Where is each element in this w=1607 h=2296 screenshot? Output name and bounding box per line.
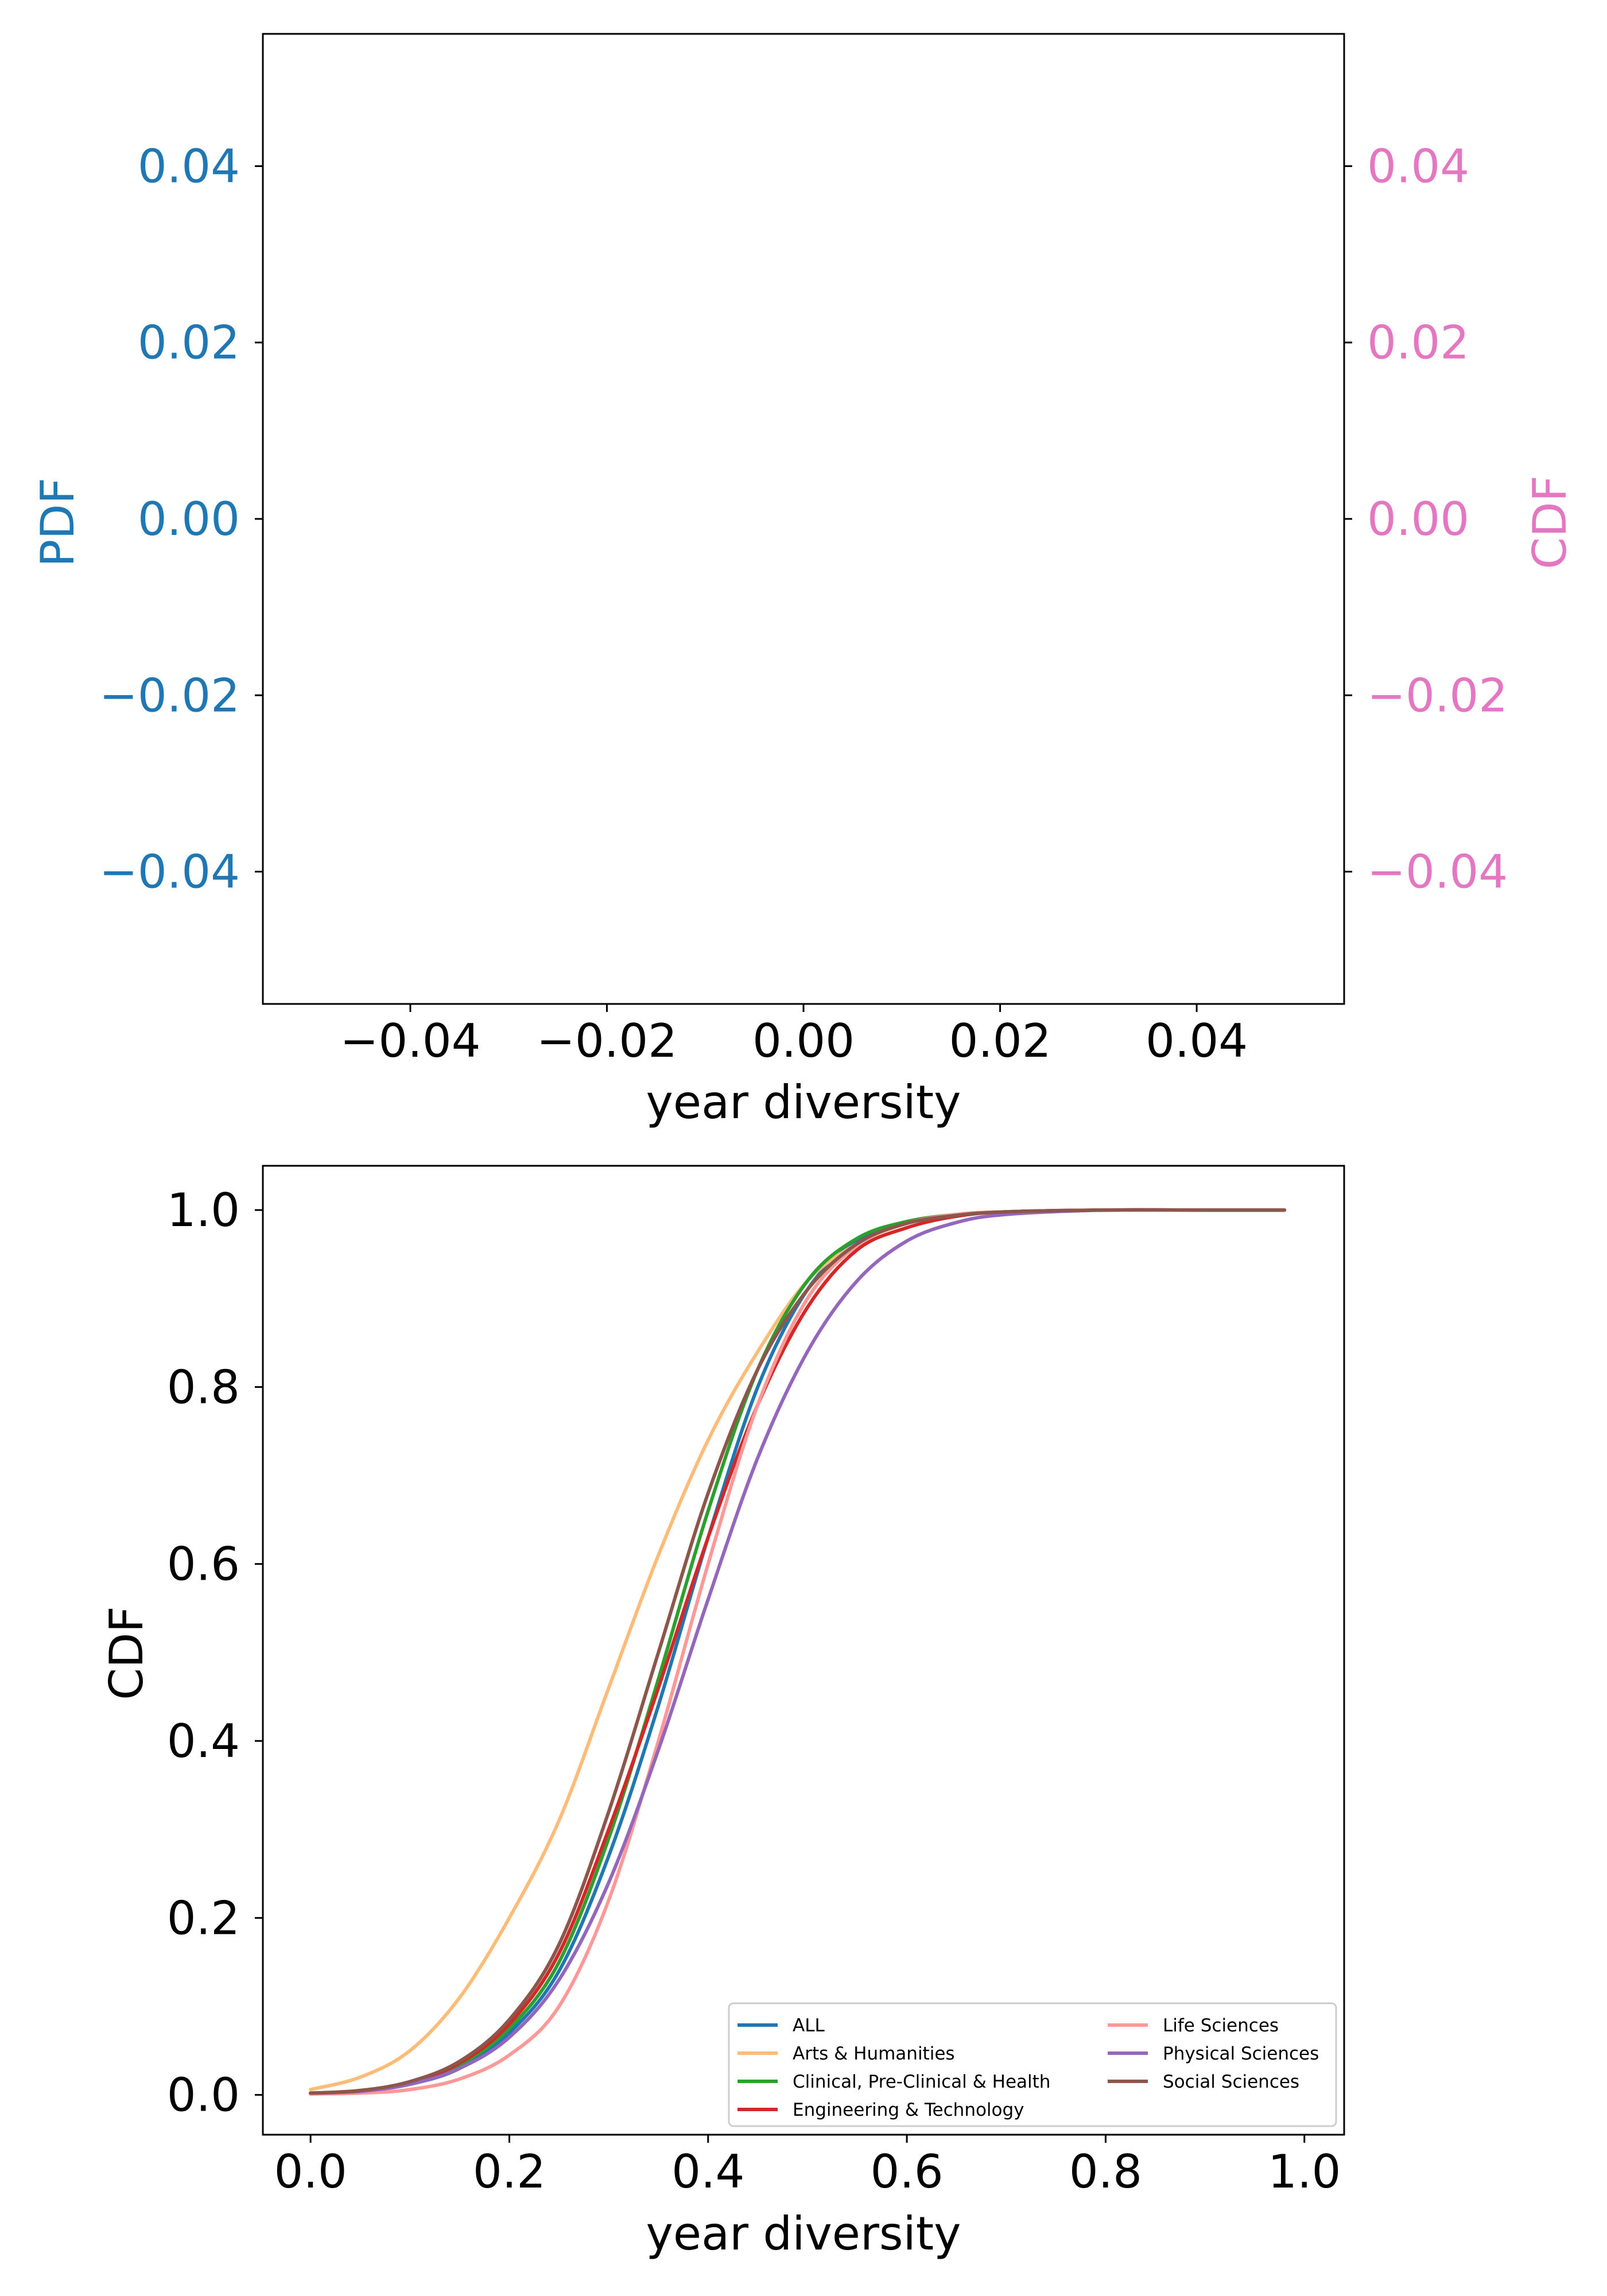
- top-y-right-tick-label-1: 0.02: [1367, 316, 1469, 370]
- top-x-tick-label-4: 0.04: [1146, 1014, 1248, 1068]
- top-y-axis-label-right: CDF: [1523, 475, 1577, 569]
- top-x-axis-label: year diversity: [646, 1076, 961, 1129]
- legend: ALL Arts & Humanities Clinical, Pre-Clinic…: [728, 2002, 1337, 2127]
- bottom-y-tick-label-4: 0.8: [167, 1360, 240, 1414]
- top-y-right-tick-label-2: 0.00: [1367, 492, 1469, 546]
- top-y-right-tick-label-0: 0.04: [1367, 139, 1469, 193]
- bottom-x-tick-label-5: 1.0: [1268, 2145, 1341, 2198]
- legend-frame: [728, 2002, 1337, 2127]
- series-line-5: [309, 1208, 1287, 2095]
- bottom-x-ticks: 0.0 0.2 0.4 0.6 0.8 1.0: [274, 2135, 1341, 2198]
- legend-label-6: Social Sciences: [1163, 2072, 1299, 2092]
- bottom-y-ticks: 0.0 0.2 0.4 0.6 0.8 1.0: [167, 1184, 263, 2122]
- top-x-tick-label-3: 0.02: [949, 1014, 1051, 1068]
- top-y-ticks-left: 0.04 0.02 0.00 −0.02 −0.04: [99, 139, 263, 899]
- legend-label-5: Physical Sciences: [1163, 2043, 1319, 2064]
- bottom-y-tick-label-3: 0.6: [167, 1538, 240, 1591]
- top-y-right-tick-label-3: −0.02: [1367, 669, 1508, 722]
- bottom-x-tick-label-4: 0.8: [1069, 2145, 1142, 2198]
- top-x-ticks: −0.04 −0.02 0.00 0.02 0.04: [340, 1004, 1248, 1068]
- bottom-x-tick-label-3: 0.6: [870, 2145, 943, 2198]
- bottom-y-axis-label: CDF: [100, 1606, 153, 1700]
- legend-label-3: Engineering & Technology: [793, 2100, 1024, 2120]
- top-x-tick-label-1: −0.02: [537, 1014, 677, 1068]
- top-y-left-tick-label-3: −0.02: [99, 669, 240, 722]
- legend-label-1: Arts & Humanities: [793, 2043, 955, 2064]
- bottom-y-tick-label-1: 0.2: [167, 1891, 240, 1945]
- bottom-panel: 0.0 0.2 0.4 0.6 0.8 1.0 0.0 0.2 0.4 0.6 0.8 1.0 ye…: [100, 1165, 1345, 2260]
- top-y-left-tick-label-0: 0.04: [138, 139, 240, 193]
- bottom-y-tick-label-0: 0.0: [167, 2069, 240, 2122]
- top-x-tick-label-2: 0.00: [752, 1014, 855, 1068]
- bottom-x-tick-label-1: 0.2: [473, 2145, 546, 2198]
- bottom-plot-frame: [262, 1165, 1345, 2136]
- bottom-x-axis-label: year diversity: [646, 2207, 961, 2260]
- top-y-ticks-right: 0.04 0.02 0.00 −0.02 −0.04: [1344, 139, 1508, 899]
- top-y-axis-label-left: PDF: [31, 478, 84, 567]
- top-y-left-tick-label-2: 0.00: [138, 492, 240, 546]
- bottom-series-lines: [309, 1208, 1287, 2096]
- top-y-left-tick-label-4: −0.04: [99, 846, 240, 899]
- top-y-right-tick-label-4: −0.04: [1367, 846, 1508, 899]
- legend-entries: ALL Arts & Humanities Clinical, Pre-Clinic…: [737, 2015, 1319, 2120]
- legend-label-4: Life Sciences: [1163, 2015, 1279, 2036]
- top-panel: −0.04 −0.02 0.00 0.02 0.04 0.04 0.02 0.00 −0.02…: [31, 33, 1577, 1129]
- bottom-y-tick-label-2: 0.4: [167, 1715, 240, 1768]
- legend-label-0: ALL: [793, 2015, 825, 2036]
- legend-label-2: Clinical, Pre-Clinical & Health: [793, 2072, 1050, 2092]
- bottom-x-tick-label-0: 0.0: [274, 2145, 347, 2198]
- bottom-x-tick-label-2: 0.4: [671, 2145, 744, 2198]
- top-y-left-tick-label-1: 0.02: [138, 316, 240, 370]
- top-x-tick-label-0: −0.04: [340, 1014, 480, 1068]
- bottom-y-tick-label-5: 1.0: [167, 1184, 240, 1237]
- series-line-6: [309, 1208, 1287, 2095]
